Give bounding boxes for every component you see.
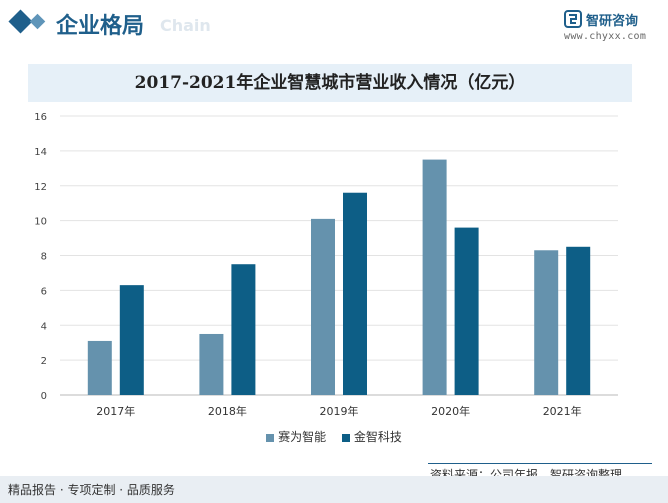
chart-title: 2017-2021年企业智慧城市营业收入情况（亿元）: [134, 73, 526, 93]
y-tick-label: 10: [34, 217, 47, 228]
footer-tagline: 精品报告 · 专项定制 · 品质服务: [8, 483, 175, 497]
y-tick-label: 4: [41, 321, 47, 332]
chart-title-bar: 2017-2021年企业智慧城市营业收入情况（亿元）: [28, 64, 632, 102]
grid-layer: [60, 115, 618, 396]
y-tick-label: 2: [41, 356, 47, 367]
bar-layer: [87, 159, 591, 395]
bar-1-2[interactable]: [199, 333, 224, 395]
bar-2-4[interactable]: [454, 227, 479, 395]
legend-label-series-2: 金智科技: [353, 430, 402, 444]
legend-swatch-series-2: [341, 433, 350, 442]
x-tick-label: 2017年: [96, 404, 135, 418]
legend-item-series-1[interactable]: 赛为智能: [266, 428, 326, 445]
page-header: 企业格局 Chain 智研咨询 www.chyxx.com: [0, 0, 668, 48]
legend-item-series-2[interactable]: 金智科技: [341, 428, 402, 445]
footer-bar: [0, 476, 668, 503]
axis-layer: 0 2 4 6 8 10 12 14 16 2017年 2018年 2019年 2020年 2021年: [34, 112, 581, 418]
bar-1-1[interactable]: [87, 340, 112, 395]
x-tick-label: 2019年: [320, 404, 359, 418]
y-tick-label: 16: [34, 112, 47, 123]
bar-1-5[interactable]: [534, 250, 559, 395]
section-title-ghost: Chain: [160, 16, 211, 35]
section-title: 企业格局: [56, 14, 145, 39]
legend-swatch-series-1: [266, 433, 275, 442]
logo-url[interactable]: www.chyxx.com: [564, 31, 647, 42]
source-divider: [428, 463, 652, 464]
logo-mark-icon: [564, 10, 582, 28]
legend-label-series-1: 赛为智能: [278, 430, 327, 444]
chart-legend: 赛为智能 金智科技: [0, 428, 668, 448]
bar-2-1[interactable]: [119, 285, 144, 395]
y-tick-label: 14: [34, 147, 47, 158]
x-tick-label: 2018年: [208, 404, 247, 418]
y-tick-label: 0: [41, 391, 47, 402]
bar-2-2[interactable]: [231, 264, 256, 395]
x-tick-label: 2020年: [431, 404, 470, 418]
y-tick-label: 8: [41, 252, 47, 263]
x-tick-label: 2021年: [543, 404, 582, 418]
bar-2-5[interactable]: [566, 246, 591, 395]
y-tick-label: 6: [41, 286, 47, 297]
brand-logo[interactable]: 智研咨询 www.chyxx.com: [564, 10, 654, 50]
bar-1-4[interactable]: [422, 159, 447, 395]
logo-name: 智研咨询: [586, 14, 639, 29]
bar-1-3[interactable]: [311, 218, 335, 395]
bar-2-3[interactable]: [343, 192, 367, 395]
y-tick-label: 12: [34, 182, 47, 193]
